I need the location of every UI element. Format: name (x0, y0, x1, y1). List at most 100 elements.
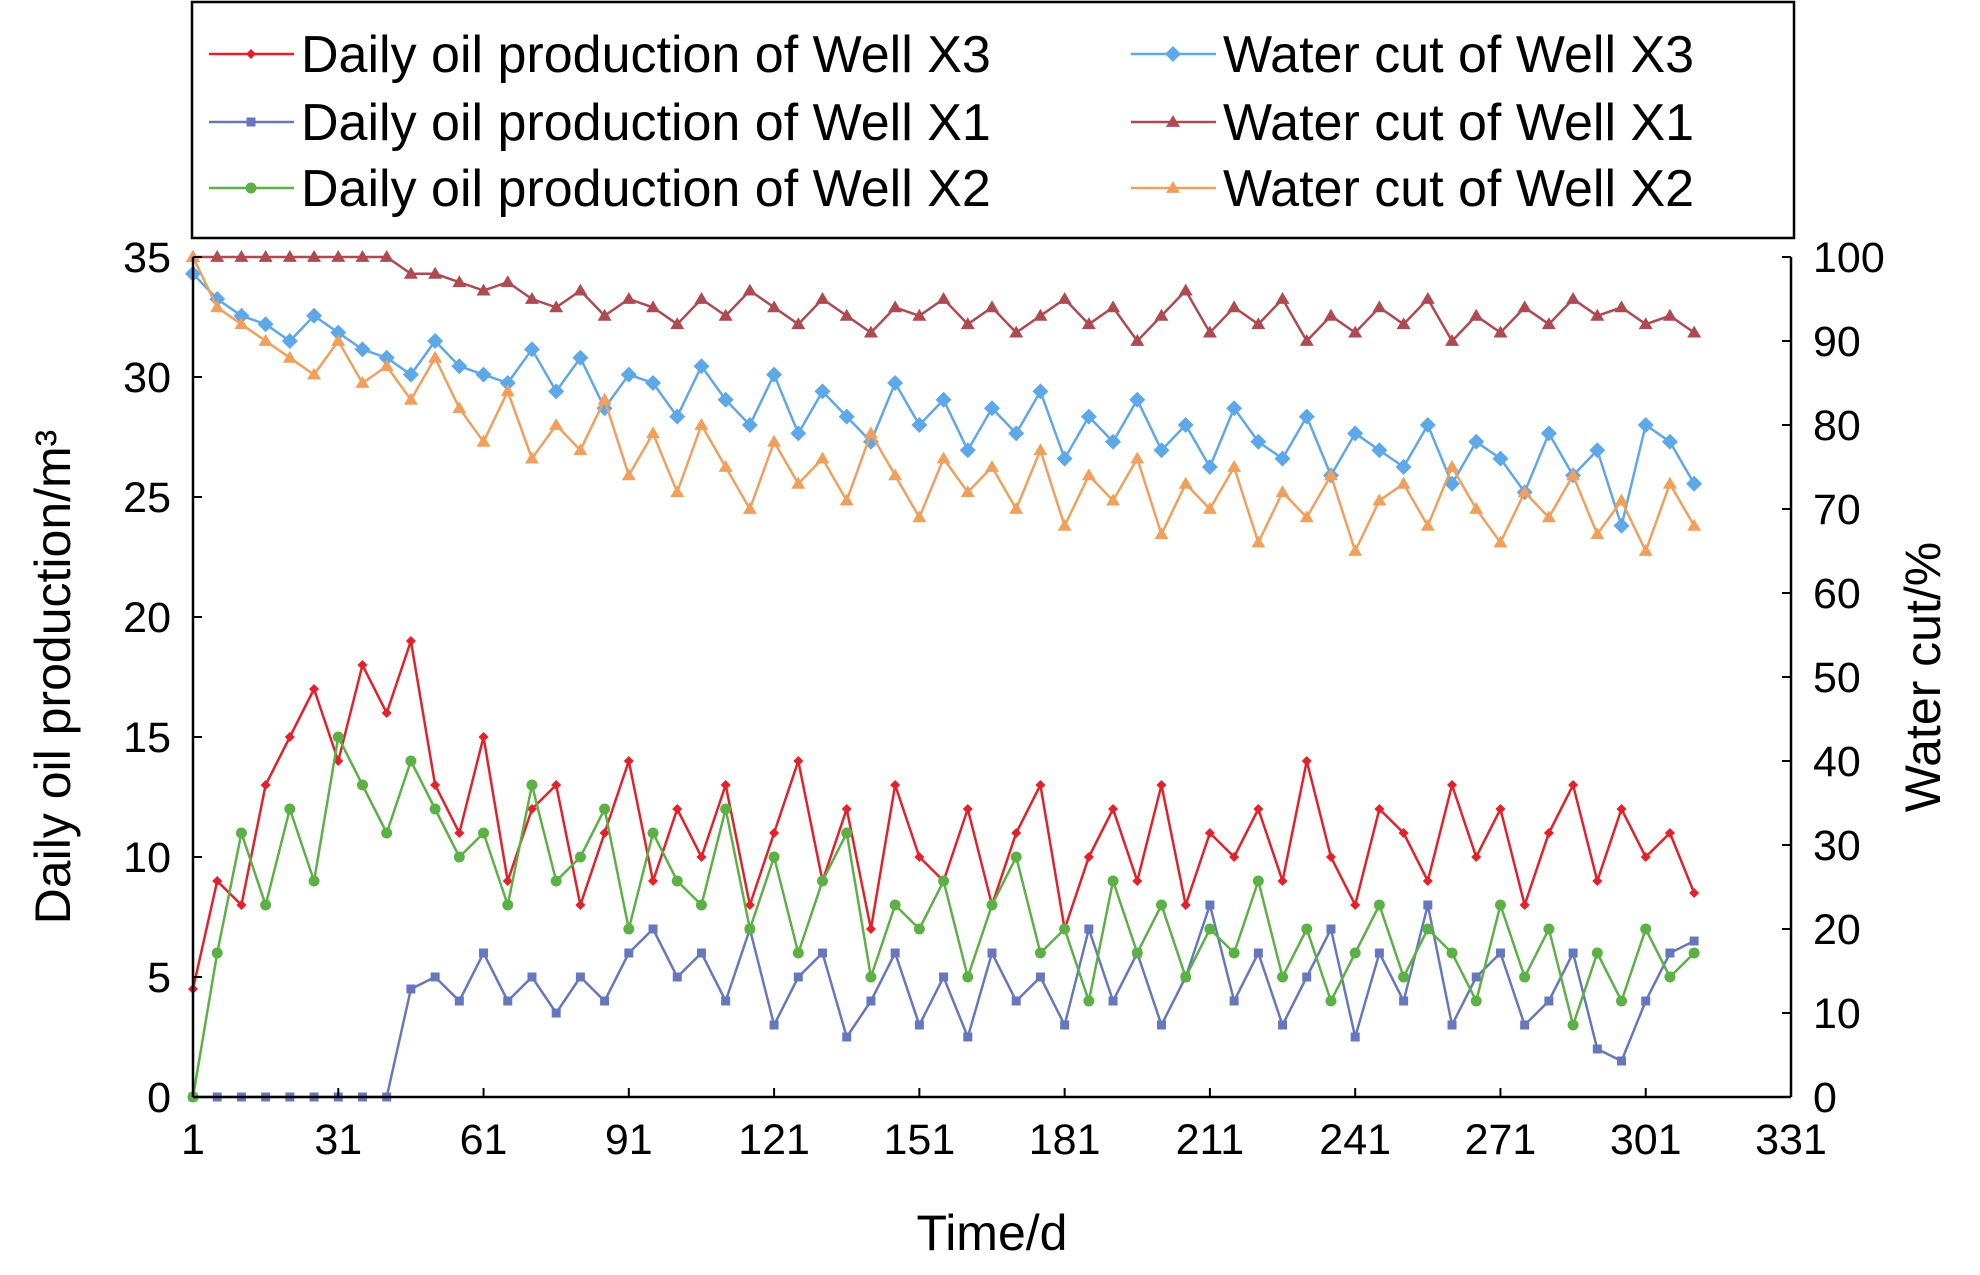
data-point (890, 780, 901, 790)
data-point (575, 900, 586, 910)
data-point (1229, 852, 1240, 862)
data-point (1275, 485, 1290, 498)
data-point (428, 350, 443, 363)
data-point (1422, 923, 1434, 935)
data-point (599, 803, 611, 815)
data-point (1589, 442, 1606, 459)
data-point (1083, 995, 1095, 1007)
data-point (1011, 996, 1021, 1006)
data-point (1493, 325, 1508, 338)
data-point (1253, 804, 1264, 814)
data-point (769, 1020, 779, 1030)
data-point (1108, 804, 1119, 814)
data-point (526, 779, 538, 791)
data-point (548, 383, 565, 400)
data-point (402, 366, 419, 383)
data-point (405, 755, 417, 767)
x-tick-label: 271 (1465, 1116, 1537, 1164)
data-point (379, 250, 394, 262)
data-point (523, 341, 540, 358)
data-point (233, 307, 250, 324)
legend-entry: Water cut of Well X1 (1131, 94, 1694, 152)
data-point (1251, 535, 1266, 548)
data-point (936, 292, 951, 304)
data-point (452, 275, 467, 288)
legend-marker (1166, 115, 1180, 127)
data-point (597, 392, 612, 405)
data-point (1419, 417, 1436, 433)
data-point (1541, 510, 1556, 523)
data-point (742, 502, 757, 514)
data-point (839, 308, 854, 321)
data-point (1348, 544, 1363, 556)
data-point (355, 376, 370, 388)
data-point (1011, 828, 1022, 838)
data-point (1372, 300, 1387, 313)
data-point (768, 851, 780, 863)
data-point (1399, 996, 1409, 1006)
data-point (573, 443, 588, 456)
x-axis-title: Time/d (917, 1205, 1068, 1261)
data-point (1613, 517, 1630, 534)
data-point (1080, 408, 1097, 425)
data-point (453, 851, 465, 863)
series-line (191, 640, 1696, 990)
data-point (258, 250, 273, 262)
data-point (356, 779, 368, 791)
data-point (1446, 947, 1458, 959)
data-point (646, 426, 661, 439)
data-point (1592, 876, 1603, 886)
data-point (211, 947, 223, 959)
data-point (863, 426, 878, 439)
legend-entry: Daily oil production of Well X1 (209, 94, 991, 152)
data-point (767, 300, 782, 313)
legend-marker (245, 182, 257, 194)
y-tick-label-right: 70 (1813, 486, 1861, 534)
data-point (960, 317, 975, 330)
data-point (1614, 493, 1629, 506)
data-point (1106, 493, 1121, 506)
y-tick-label-left: 10 (123, 834, 171, 882)
data-point (1057, 518, 1072, 531)
data-point (769, 828, 780, 838)
data-point (1495, 804, 1506, 814)
data-point (475, 366, 492, 383)
data-point (1277, 971, 1289, 983)
data-point (1494, 899, 1506, 911)
data-point (1156, 1020, 1166, 1030)
data-point (1638, 544, 1653, 556)
y-tick-label-right: 40 (1813, 738, 1861, 786)
y-tick-label-left: 20 (123, 594, 171, 642)
data-point (647, 827, 659, 839)
series-water-cut-of-well-x1 (186, 250, 1702, 346)
data-point (744, 923, 756, 935)
data-point (1155, 899, 1167, 911)
data-point (1471, 972, 1481, 982)
data-point (648, 876, 659, 886)
data-point (790, 425, 807, 442)
data-point (1323, 308, 1338, 321)
data-point (1251, 317, 1266, 330)
data-point (841, 827, 853, 839)
y-axis-title-right: Water cut/% (1895, 542, 1951, 812)
data-point (260, 899, 272, 911)
data-point (1059, 923, 1071, 935)
data-point (235, 827, 247, 839)
data-point (550, 875, 562, 887)
data-point (1447, 780, 1458, 790)
series-line (191, 733, 1696, 1098)
data-point (1326, 924, 1336, 934)
y-tick-label-left: 35 (123, 234, 171, 282)
data-point (503, 996, 513, 1006)
data-point (1299, 334, 1314, 346)
y-tick-label-right: 30 (1813, 822, 1861, 870)
series-line (193, 900, 1695, 1099)
y-tick-label-left: 25 (123, 474, 171, 522)
data-point (742, 283, 757, 296)
legend-marker (1165, 46, 1181, 62)
y-tick-label-left: 5 (147, 954, 171, 1002)
data-point (1519, 900, 1530, 910)
data-point (1350, 1032, 1360, 1042)
data-point (1540, 425, 1557, 442)
data-point (234, 317, 249, 330)
